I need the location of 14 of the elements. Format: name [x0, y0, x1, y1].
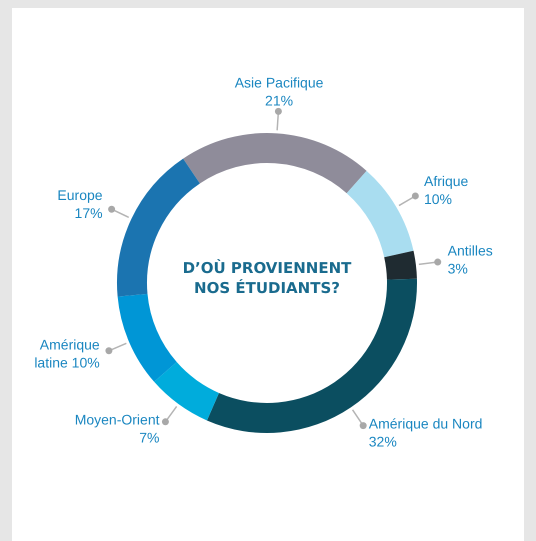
slice-label: Europe — [57, 186, 103, 203]
data-label: 32% — [368, 434, 397, 450]
slice-label: Amérique du Nord — [368, 416, 482, 432]
data-label: 10% — [424, 190, 452, 207]
slice-label: Asie Pacifique — [234, 74, 324, 90]
slice-label: Moyen-Orient — [74, 412, 160, 428]
slice-label: Antilles — [448, 242, 493, 259]
data-label: 3% — [448, 260, 468, 277]
text: D’OÙ PROVIENNENT NOS ÉTUDIANTS? — [182, 258, 352, 298]
data-label: 17% — [74, 204, 103, 221]
slice-label: Afrique — [424, 172, 469, 189]
data-label: 21% — [265, 92, 294, 108]
data-label: 7% — [139, 430, 160, 446]
slice-label: Amérique latine 10% — [34, 336, 100, 371]
